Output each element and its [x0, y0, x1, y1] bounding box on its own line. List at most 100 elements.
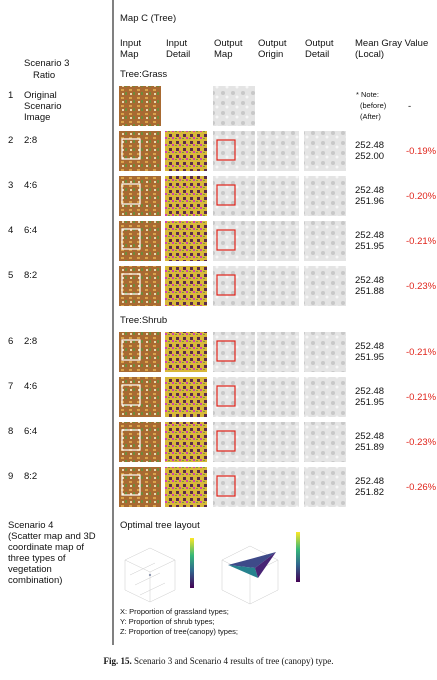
- row-index: 1: [8, 90, 14, 101]
- image: [257, 176, 299, 216]
- image: [213, 221, 255, 261]
- value-after: 251.88: [355, 286, 385, 297]
- row-index: 7: [8, 381, 14, 392]
- row-ratio: 6:4: [24, 225, 38, 236]
- surface-plot: [221, 545, 279, 605]
- scenario4-title: Optimal tree layout: [120, 520, 200, 531]
- row-index: 9: [8, 471, 14, 482]
- image: [165, 467, 207, 507]
- column-header: Input Detail: [166, 38, 191, 60]
- highlight-box: [121, 339, 141, 361]
- highlight-box: [121, 183, 141, 205]
- value-change: -0.21%: [406, 236, 437, 247]
- image: [257, 131, 299, 171]
- row-ratio: 8:2: [24, 270, 38, 281]
- row-index: 8: [8, 426, 14, 437]
- image: [165, 221, 207, 261]
- highlight-box: [216, 229, 236, 251]
- image: [213, 176, 255, 216]
- value-after: 251.82: [355, 487, 385, 498]
- image: [257, 377, 299, 417]
- image: [213, 377, 255, 417]
- value-before: 252.48: [355, 386, 385, 397]
- value-change: -0.19%: [406, 146, 437, 157]
- image: [304, 221, 346, 261]
- legend-text: X: Proportion of grassland types;: [120, 607, 229, 616]
- image: [165, 176, 207, 216]
- value-change: -0.23%: [406, 281, 437, 292]
- image: [304, 332, 346, 372]
- scatter-plot: [124, 547, 176, 603]
- image: [213, 422, 255, 462]
- image: [213, 266, 255, 306]
- highlight-box: [216, 475, 236, 497]
- caption-text: Scenario 3 and Scenario 4 results of tre…: [134, 656, 334, 666]
- row-ratio: 4:6: [24, 180, 38, 191]
- image: [257, 422, 299, 462]
- value-after: 251.95: [355, 397, 385, 408]
- value-after: 251.96: [355, 196, 385, 207]
- value-before: 252.48: [355, 275, 385, 286]
- ratio-label: Ratio: [33, 70, 56, 81]
- image: [304, 176, 346, 216]
- row-index: 6: [8, 336, 14, 347]
- row-ratio: 2:8: [24, 135, 38, 146]
- highlight-box: [216, 184, 236, 206]
- caption-label: Fig. 15.: [103, 656, 132, 666]
- caption: Fig. 15. Scenario 3 and Scenario 4 resul…: [0, 656, 437, 666]
- highlight-box: [121, 273, 141, 295]
- image: [213, 131, 255, 171]
- row-ratio: 8:2: [24, 471, 38, 482]
- colorbar: [296, 532, 300, 582]
- row-index: 3: [8, 180, 14, 191]
- value-after: 252.00: [355, 151, 385, 162]
- value-change: -0.21%: [406, 347, 437, 358]
- note: * Note:: [356, 90, 379, 99]
- value-before: 252.48: [355, 185, 385, 196]
- scenario4-description: (Scatter map and 3D coordinate map of th…: [8, 531, 96, 586]
- row-ratio: 4:6: [24, 381, 38, 392]
- group-label: Tree:Grass: [120, 69, 168, 80]
- highlight-box: [216, 340, 236, 362]
- row-ratio: 2:8: [24, 336, 38, 347]
- image: [165, 131, 207, 171]
- highlight-box: [216, 274, 236, 296]
- highlight-box: [216, 430, 236, 452]
- highlight-box: [121, 474, 141, 496]
- highlight-box: [121, 138, 141, 160]
- image: [119, 86, 161, 126]
- value-change: -0.26%: [406, 482, 437, 493]
- image: [213, 86, 255, 126]
- column-header: Output Map: [214, 38, 243, 60]
- value-before: 252.48: [355, 230, 385, 241]
- group-label: Tree:Shrub: [120, 315, 168, 326]
- note: (After): [360, 112, 381, 121]
- colorbar: [190, 538, 194, 588]
- image: [304, 131, 346, 171]
- image: [165, 377, 207, 417]
- scenario4-label: Scenario 4: [8, 520, 54, 531]
- value-after: 251.95: [355, 352, 385, 363]
- legend-text: Z: Proportion of tree(canopy) types;: [120, 627, 238, 636]
- image: [165, 332, 207, 372]
- column-header: Input Map: [120, 38, 142, 60]
- image: [213, 332, 255, 372]
- scenario-label: Scenario 3: [24, 58, 70, 69]
- legend-text: Y: Proportion of shrub types;: [120, 617, 215, 626]
- row-index: 2: [8, 135, 14, 146]
- value-before: 252.48: [355, 476, 385, 487]
- value-before: 252.48: [355, 140, 385, 151]
- row-index: 5: [8, 270, 14, 281]
- highlight-box: [121, 384, 141, 406]
- image: [304, 422, 346, 462]
- header-title: Map C (Tree): [120, 13, 177, 24]
- image: [213, 467, 255, 507]
- column-header: Mean Gray Value (Local): [355, 38, 429, 60]
- value-change: -0.21%: [406, 392, 437, 403]
- value-change: -0.20%: [406, 191, 437, 202]
- image: [257, 221, 299, 261]
- row-ratio: 6:4: [24, 426, 38, 437]
- highlight-box: [216, 385, 236, 407]
